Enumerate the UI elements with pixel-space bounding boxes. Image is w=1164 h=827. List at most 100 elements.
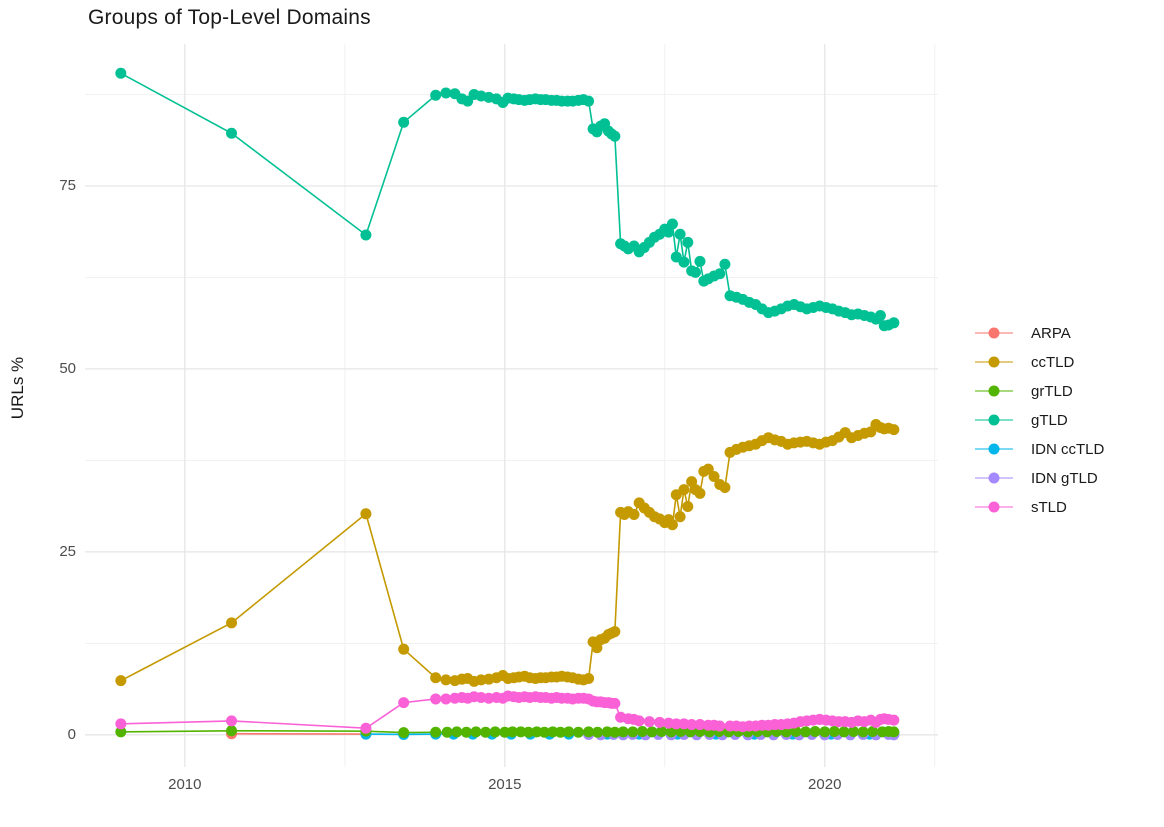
data-point-grtld [563, 726, 575, 738]
legend-label: IDN ccTLD [1031, 440, 1105, 458]
data-point-stld [633, 715, 645, 727]
legend-item-cctld: ccTLD [975, 351, 1104, 373]
data-point-gtld [666, 218, 678, 230]
data-point-stld [643, 716, 655, 728]
data-point-cctld [398, 643, 410, 655]
legend-dot-icon [988, 472, 1000, 484]
data-point-cctld [666, 519, 678, 531]
data-point-stld [430, 693, 442, 705]
legend-label: grTLD [1031, 382, 1073, 400]
data-point-cctld [115, 675, 127, 687]
data-point-grtld [583, 726, 595, 738]
series-gtld [115, 67, 900, 332]
data-point-gtld [115, 67, 127, 79]
series-arpa [226, 728, 372, 740]
legend-item-grtld: grTLD [975, 380, 1104, 402]
data-point-grtld [480, 726, 492, 738]
legend-item-stld: sTLD [975, 496, 1104, 518]
x-tick-label-2015: 2015 [488, 776, 522, 793]
data-point-grtld [819, 726, 831, 738]
data-point-grtld [460, 726, 472, 738]
data-point-stld [440, 693, 452, 705]
data-point-stld [686, 719, 698, 731]
data-point-grtld [506, 726, 518, 738]
legend-item-gtld: gTLD [975, 409, 1104, 431]
data-point-gtld [674, 228, 686, 240]
legend-dot-icon [988, 443, 1000, 455]
data-point-grtld [809, 726, 821, 738]
data-point-grtld [646, 726, 658, 738]
legend-item-idn-cctld: IDN ccTLD [975, 438, 1104, 460]
data-point-gtld [694, 255, 706, 267]
data-point-stld [609, 697, 621, 709]
data-point-gtld [430, 89, 442, 101]
data-point-grtld [538, 726, 550, 738]
data-point-gtld [440, 87, 452, 99]
data-point-stld [360, 722, 372, 734]
data-point-grtld [867, 726, 879, 738]
y-tick-label-50: 50 [59, 360, 76, 378]
legend-key-gtld [975, 414, 1013, 426]
data-point-grtld [592, 726, 604, 738]
data-point-cctld [583, 672, 595, 684]
data-point-grtld [470, 726, 482, 738]
data-point-grtld [627, 726, 639, 738]
legend-dot-icon [988, 414, 1000, 426]
legend-label: ccTLD [1031, 353, 1075, 371]
legend-key-stld [975, 501, 1013, 513]
data-point-cctld [694, 487, 706, 499]
data-point-grtld [430, 726, 442, 738]
series-cctld [115, 419, 900, 687]
data-point-cctld [888, 424, 900, 436]
data-point-cctld [682, 500, 694, 512]
data-point-grtld [617, 726, 629, 738]
data-point-cctld [226, 617, 238, 629]
data-point-cctld [719, 481, 731, 493]
data-point-gtld [714, 268, 726, 280]
data-point-grtld [665, 726, 677, 738]
y-tick-label-75: 75 [59, 177, 76, 195]
data-point-grtld [609, 726, 621, 738]
legend-key-cctld [975, 356, 1013, 368]
data-point-grtld [441, 726, 453, 738]
legend-label: sTLD [1031, 498, 1067, 516]
data-point-gtld [609, 130, 621, 142]
legend-item-arpa: ARPA [975, 322, 1104, 344]
legend: ARPA ccTLD grTLD gTLD IDN ccTLD IDN gTLD sTLD [975, 322, 1104, 518]
data-point-cctld [674, 511, 686, 523]
data-point-gtld [888, 317, 900, 329]
data-point-grtld [522, 726, 534, 738]
data-point-cctld [609, 626, 621, 638]
legend-key-arpa [975, 327, 1013, 339]
data-point-gtld [689, 266, 701, 278]
legend-dot-icon [988, 385, 1000, 397]
data-point-stld [226, 715, 238, 727]
data-point-grtld [888, 726, 900, 738]
legend-label: ARPA [1031, 324, 1071, 342]
data-point-cctld [440, 674, 452, 686]
data-point-gtld [360, 229, 372, 241]
data-point-grtld [848, 726, 860, 738]
data-point-grtld [800, 726, 812, 738]
legend-key-idn-cctld [975, 443, 1013, 455]
data-point-cctld [430, 672, 442, 684]
data-point-gtld [719, 258, 731, 270]
data-point-cctld [678, 484, 690, 496]
series-grtld [115, 725, 900, 739]
data-point-stld [654, 716, 666, 728]
data-point-grtld [828, 726, 840, 738]
legend-dot-icon [988, 327, 1000, 339]
data-point-gtld [678, 256, 690, 268]
data-point-cctld [360, 508, 372, 520]
legend-dot-icon [988, 356, 1000, 368]
chart-title: Groups of Top-Level Domains [88, 6, 371, 29]
legend-item-idn-gtld: IDN gTLD [975, 467, 1104, 489]
data-point-grtld [398, 727, 410, 739]
data-point-stld [398, 697, 410, 709]
data-point-grtld [572, 726, 584, 738]
legend-label: gTLD [1031, 411, 1068, 429]
data-point-grtld [838, 726, 850, 738]
data-point-gtld [682, 236, 694, 248]
legend-key-grtld [975, 385, 1013, 397]
